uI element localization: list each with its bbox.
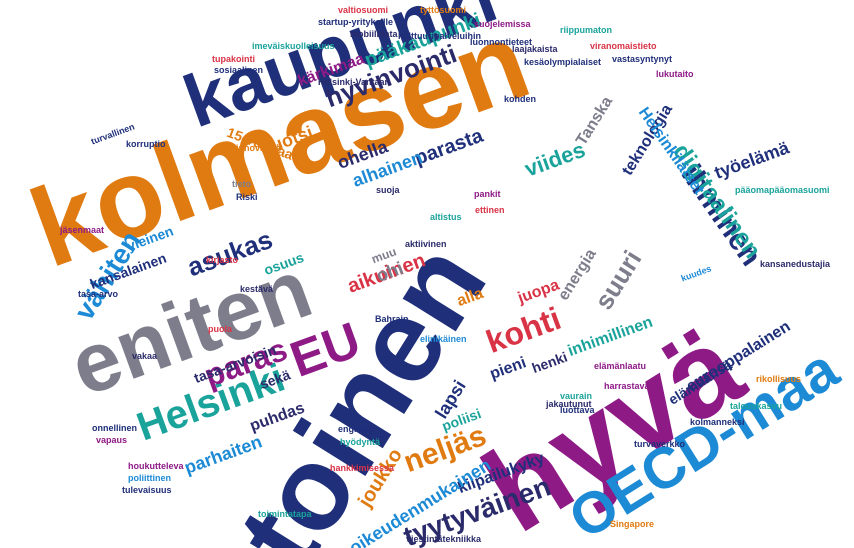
word-paaomaosuomi: pääomapääomasuomi bbox=[735, 185, 830, 195]
word-bahrain: Bahrain bbox=[375, 314, 409, 324]
word-onnellinen: onnellinen bbox=[92, 423, 137, 433]
word-kohden: kohden bbox=[504, 94, 537, 104]
word-kansanedustaja: kansanedustajia bbox=[760, 259, 831, 269]
word-luonnontieteet: luonnontieteet bbox=[470, 37, 532, 47]
word-englanti: englanti bbox=[338, 424, 373, 434]
word-vaurain: vaurain bbox=[560, 391, 593, 401]
word-sosiaalinen: sosiaalinen bbox=[214, 65, 264, 75]
word-tyoelama: työelämä bbox=[711, 137, 792, 183]
word-toimintatapa: toimintatapa bbox=[258, 509, 312, 519]
word-kirjasto: kirjasto bbox=[206, 255, 239, 265]
word-startup: startup-yrityksille bbox=[318, 17, 394, 27]
word-houkutteleva: houkutteleva bbox=[128, 461, 184, 471]
word-talouskasvu: talouskasvu bbox=[730, 401, 783, 411]
word-tulevaisuus: tulevaisuus bbox=[122, 485, 172, 495]
word-altistus: altistus bbox=[430, 212, 462, 222]
word-tyttosuomi: tyttösuomi bbox=[420, 5, 466, 15]
word-jasenmaat: jäsenmaat bbox=[60, 225, 105, 235]
word-aktiivinen: aktiivinen bbox=[405, 239, 447, 249]
word-rippumaton: riippumaton bbox=[560, 25, 612, 35]
word-suoja: suoja bbox=[376, 185, 400, 195]
word-elamanlaatu: elämänlaatu bbox=[594, 361, 647, 371]
word-poliittinen: poliittinen bbox=[128, 473, 171, 483]
word-kesaolympialaiset: kesäolympialaiset bbox=[524, 57, 602, 67]
word-tieto: tieto bbox=[232, 179, 251, 189]
word-hyodynta: hyödyntä bbox=[340, 437, 381, 447]
word-mobiilidata: mobiilidata bbox=[350, 29, 398, 39]
word-pankit: pankit bbox=[474, 189, 501, 199]
word-lukutaito: lukutaito bbox=[656, 69, 694, 79]
word-kulttuuripalvelu: kulttuuripalveluihin bbox=[398, 31, 482, 41]
word-vapaus: vapaus bbox=[96, 435, 128, 445]
word-suojelemissa: suojelemissa bbox=[474, 19, 531, 29]
word-vastasyntynyt: vastasyntynyt bbox=[612, 54, 673, 64]
word-harrastava: harrastava bbox=[604, 381, 650, 391]
word-helsinki-vantaa: Helsinki-Vantaan bbox=[318, 77, 391, 87]
word-tanska: Tanska bbox=[573, 93, 617, 149]
word-riski: Riski bbox=[236, 192, 258, 202]
word-viranomaistieto: viranomaistieto bbox=[590, 41, 657, 51]
word-hankkimisessa: hankkimisessa bbox=[330, 463, 395, 473]
word-tasaarvo: tasa-arvo bbox=[78, 289, 119, 299]
word-puola: puola bbox=[208, 324, 232, 334]
word-singapore: Singapore bbox=[610, 519, 655, 529]
word-imevaiskuolleisuus: imeväiskuolleisuus bbox=[252, 41, 335, 51]
word-viestinta: viestintätekniikka bbox=[406, 534, 482, 544]
word-laajakaista: laajakaista bbox=[512, 44, 558, 54]
word-kolmanneksi: kolmanneksi bbox=[690, 417, 745, 427]
word-korruptio: korruptio bbox=[126, 139, 166, 149]
word-turvaverkko: turvaverkko bbox=[634, 439, 686, 449]
word-elinikainen: elinikäinen bbox=[420, 334, 467, 344]
word-tupakointi: tupakointi bbox=[212, 54, 255, 64]
word-vakaa: vakaa bbox=[132, 351, 158, 361]
word-juopa: juopa bbox=[515, 276, 562, 308]
word-viides: viides bbox=[521, 136, 589, 182]
word-rikollisuus: rikollisuus bbox=[756, 374, 802, 384]
word-luottava: luottava bbox=[560, 405, 595, 415]
word-innovaatio: innovaatio bbox=[236, 143, 282, 153]
word-henki: henki bbox=[529, 348, 570, 377]
word-valtiosuomi: valtiosuomi bbox=[338, 5, 389, 15]
word-kestava: kestävä bbox=[240, 284, 274, 294]
word-jakautunut: jakautunut bbox=[546, 399, 592, 409]
word-ettinen: ettinen bbox=[475, 205, 505, 215]
word-kuudes: kuudes bbox=[679, 263, 713, 284]
